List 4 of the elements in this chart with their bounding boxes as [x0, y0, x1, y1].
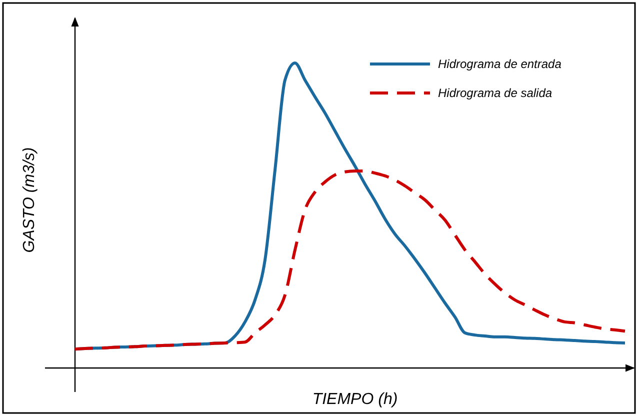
legend-label: Hidrograma de entrada: [438, 57, 562, 71]
legend-label: Hidrograma de salida: [438, 86, 552, 100]
y-axis-title: GASTO (m3/s): [21, 147, 38, 253]
x-axis-title: TIEMPO (h): [312, 391, 398, 408]
